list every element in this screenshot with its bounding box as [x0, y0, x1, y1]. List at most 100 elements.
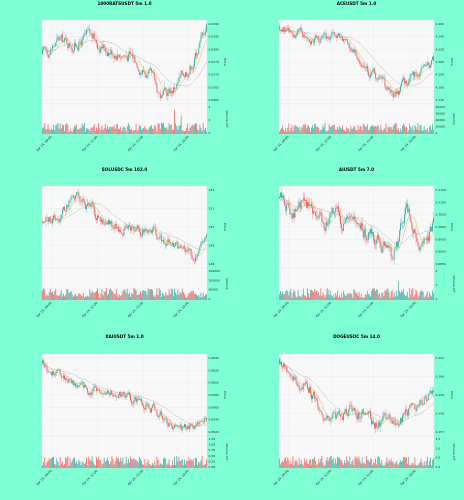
candle-body	[67, 380, 69, 383]
volume-bar	[201, 297, 203, 300]
volume-bar	[403, 123, 404, 134]
volume-bar	[398, 462, 400, 468]
volume-bar	[425, 294, 427, 300]
candle-body	[119, 229, 120, 232]
volume-tick-label: 1	[436, 283, 438, 287]
volume-bar	[413, 130, 415, 134]
y-tick-label: 0.6580	[209, 393, 220, 397]
candle-body	[138, 228, 140, 232]
candle-body	[130, 395, 131, 401]
volume-bar	[393, 292, 395, 300]
volume-bar	[379, 457, 381, 468]
volume-bar	[141, 460, 142, 468]
candle-body	[155, 410, 157, 411]
x-tick-label: Apr 24, 09:00	[272, 469, 289, 486]
candle-body	[148, 230, 150, 232]
candle-body	[338, 411, 339, 413]
volume-tick-label: 1.5	[436, 437, 441, 441]
candle-body	[331, 414, 333, 419]
candle-body	[304, 36, 306, 38]
volume-bar	[431, 129, 432, 134]
candle-body	[374, 239, 375, 245]
volume-bar	[99, 460, 101, 468]
candle-body	[289, 373, 291, 375]
candle-body	[421, 67, 423, 69]
candle-body	[342, 228, 343, 231]
volume-bar	[283, 129, 285, 134]
volume-bar	[47, 460, 49, 468]
candle-body	[345, 38, 347, 40]
candle-body	[307, 202, 308, 208]
candle-body	[364, 66, 366, 69]
candle-body	[140, 231, 141, 236]
volume-bar	[190, 458, 192, 468]
volume-bar	[379, 130, 381, 134]
candle-body	[136, 63, 138, 69]
candle-body	[108, 390, 109, 393]
candle-body	[324, 419, 326, 421]
candle-body	[65, 378, 67, 380]
candle-body	[409, 208, 411, 217]
volume-bar	[326, 288, 328, 300]
candle-body	[78, 192, 80, 197]
volume-bar	[45, 296, 47, 300]
volume-bar	[153, 128, 155, 134]
volume-tick-label: 10000	[436, 125, 446, 129]
candle-body	[81, 39, 83, 46]
volume-bar	[316, 126, 318, 134]
volume-bar	[123, 464, 125, 468]
volume-bar	[184, 459, 185, 468]
candle-body	[360, 223, 362, 229]
candle-body	[338, 206, 339, 212]
volume-bar	[96, 457, 97, 468]
volume-bar	[433, 292, 434, 300]
y-tick-label: 4.240	[436, 35, 445, 39]
volume-bar	[130, 456, 131, 468]
volume-bar	[90, 292, 92, 300]
volume-bar	[158, 288, 160, 300]
candle-body	[90, 393, 92, 395]
volume-bar	[291, 124, 293, 134]
volume-bar	[372, 124, 373, 134]
candle-body	[288, 27, 290, 32]
volume-bar	[347, 128, 349, 134]
candle-body	[376, 423, 378, 428]
candle-body	[123, 55, 125, 57]
volume-bar	[284, 131, 286, 134]
volume-bar	[327, 461, 329, 468]
volume-bar	[170, 288, 172, 300]
candle-body	[354, 50, 356, 53]
volume-bar	[108, 293, 109, 300]
volume-bar	[411, 462, 413, 468]
volume-bar	[74, 295, 75, 300]
candle-body	[309, 39, 310, 42]
candle-body	[285, 29, 287, 32]
candle-body	[146, 75, 148, 78]
candle-body	[296, 210, 298, 211]
volume-bar	[115, 289, 117, 300]
y-axis-label: Price	[223, 58, 227, 65]
volume-bar	[64, 130, 65, 134]
volume-bar	[374, 126, 375, 134]
y-tick-label: 0.6900	[436, 250, 447, 254]
volume-bar	[401, 290, 402, 300]
volume-bar	[156, 456, 158, 468]
volume-bar	[294, 291, 296, 300]
candle-body	[129, 225, 130, 227]
candle-body	[360, 413, 362, 419]
candle-body	[319, 41, 321, 43]
candle-body	[67, 205, 69, 207]
candle-body	[156, 410, 158, 416]
candle-body	[303, 35, 305, 37]
volume-bar	[144, 291, 146, 300]
volume-bar	[54, 130, 56, 134]
candle-body	[369, 232, 370, 234]
volume-bar	[369, 294, 370, 300]
volume-bar	[281, 462, 282, 468]
candle-body	[74, 197, 75, 199]
candle-body	[59, 38, 61, 41]
candle-body	[50, 221, 52, 224]
volume-bar	[127, 123, 129, 134]
candle-body	[129, 51, 130, 55]
candle-body	[125, 55, 127, 57]
